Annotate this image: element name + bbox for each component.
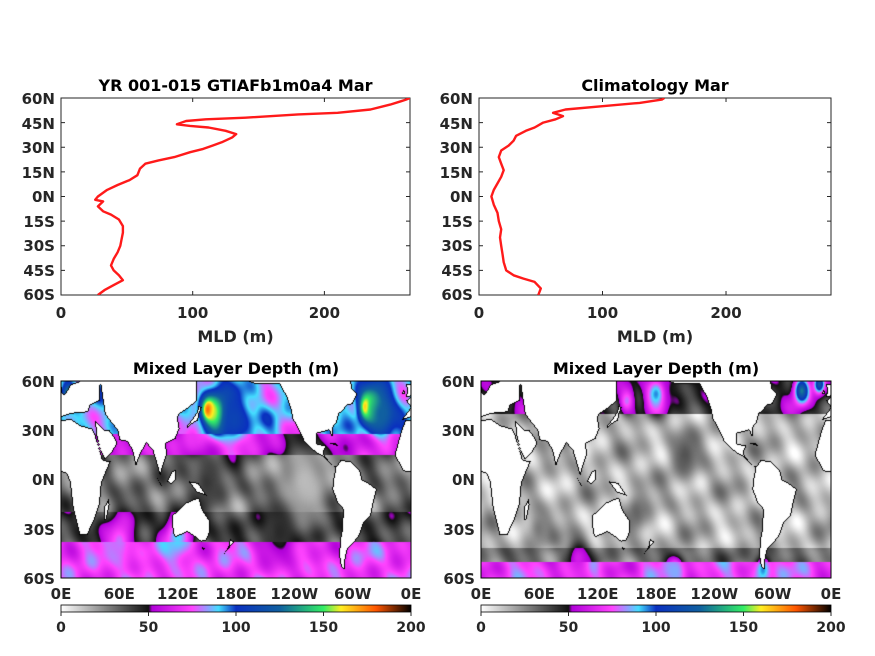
ytick-label: 60N xyxy=(22,90,55,108)
colorbar-model-labels: 0 50 100 150 200 xyxy=(56,620,426,636)
ytick-label: 60S xyxy=(23,286,55,304)
xtick-label: 120E xyxy=(577,585,619,603)
ytick-label: 60N xyxy=(440,90,473,108)
xtick-label: 0 xyxy=(56,304,66,322)
profile-clim-xtick-labels: 0 100 200 xyxy=(474,304,742,322)
map-clim-xtick-labels: 0E 60E 120E 180E 120W 60W 0E xyxy=(471,585,842,603)
map-panel-model: Mixed Layer Depth (m) 60N 30N 0N 30S 60S… xyxy=(22,359,426,636)
xtick-label: 200 xyxy=(710,304,741,322)
xtick-label: 60E xyxy=(524,585,555,603)
xtick-label: 100 xyxy=(587,304,618,322)
profile-clim-ytick-labels: 60N 45N 30N 15N 0N 15S 30S 45S 60S xyxy=(440,90,473,304)
ytick-label: 30S xyxy=(443,521,475,539)
profile-clim-title: Climatology Mar xyxy=(581,76,728,95)
colorbar-model xyxy=(60,604,412,613)
colorbar-tick-label: 0 xyxy=(56,620,66,636)
ytick-label: 45N xyxy=(22,115,55,133)
map-model-frame xyxy=(60,380,412,579)
colorbar-tick-label: 200 xyxy=(396,620,425,636)
ytick-label: 60S xyxy=(443,570,475,588)
map-model-title: Mixed Layer Depth (m) xyxy=(133,359,339,378)
ytick-label: 30S xyxy=(441,237,473,255)
ytick-label: 30S xyxy=(23,237,55,255)
profile-clim-axes-box xyxy=(478,97,832,296)
ytick-label: 30N xyxy=(440,139,473,157)
ytick-label: 60S xyxy=(23,570,55,588)
mld-profile-line xyxy=(94,98,410,295)
ytick-label: 30N xyxy=(22,422,55,440)
profile-clim-series xyxy=(490,98,665,295)
mld-profile-line xyxy=(490,98,665,295)
colorbar-tick-label: 100 xyxy=(221,620,250,636)
ytick-label: 30N xyxy=(442,422,475,440)
colorbar-tick-label: 50 xyxy=(559,620,579,636)
ytick-label: 15S xyxy=(23,213,55,231)
ytick-label: 15S xyxy=(441,213,473,231)
ytick-label: 30N xyxy=(22,139,55,157)
colorbar-tick-label: 100 xyxy=(641,620,670,636)
profile-model-xlabel: MLD (m) xyxy=(197,327,273,346)
profile-model-series xyxy=(94,98,410,295)
ytick-label: 60N xyxy=(22,373,55,391)
xtick-label: 180E xyxy=(215,585,257,603)
map-clim-ytick-labels: 60N 30N 0N 30S 60S xyxy=(442,373,475,588)
map-model-field xyxy=(61,381,411,578)
ytick-label: 45S xyxy=(441,262,473,280)
map-clim-field xyxy=(481,381,831,578)
map-panel-climatology: Mixed Layer Depth (m) 60N 30N 0N 30S 60S… xyxy=(442,359,846,636)
profile-model-tick-marks xyxy=(60,97,410,296)
colorbar-tick-label: 200 xyxy=(816,620,845,636)
colorbar-clim xyxy=(480,604,832,613)
profile-panel-model: YR 001-015 GTIAFb1m0a4 Mar 60N 45N 30N 1… xyxy=(22,76,411,346)
xtick-label: 60W xyxy=(334,585,372,603)
colorbar-tick-label: 0 xyxy=(476,620,486,636)
xtick-label: 120W xyxy=(690,585,738,603)
ytick-label: 0N xyxy=(450,188,473,206)
ytick-label: 60N xyxy=(442,373,475,391)
ytick-label: 30S xyxy=(23,521,55,539)
profile-model-axes-box xyxy=(60,97,411,296)
xtick-label: 180E xyxy=(635,585,677,603)
profile-model-ytick-labels: 60N 45N 30N 15N 0N 15S 30S 45S 60S xyxy=(22,90,55,304)
xtick-label: 0E xyxy=(401,585,422,603)
colorbar-tick-label: 150 xyxy=(309,620,338,636)
xtick-label: 60E xyxy=(104,585,135,603)
profile-panel-climatology: Climatology Mar 60N 45N 30N 15N 0N 15S 3… xyxy=(440,76,832,346)
ytick-label: 15N xyxy=(440,164,473,182)
xtick-label: 60W xyxy=(754,585,792,603)
colorbar-clim-labels: 0 50 100 150 200 xyxy=(476,620,846,636)
ytick-label: 0N xyxy=(32,471,55,489)
map-model-ytick-labels: 60N 30N 0N 30S 60S xyxy=(22,373,55,588)
colorbar-tick-label: 50 xyxy=(139,620,159,636)
xtick-label: 120E xyxy=(157,585,199,603)
profile-model-title: YR 001-015 GTIAFb1m0a4 Mar xyxy=(97,76,372,95)
ytick-label: 0N xyxy=(32,188,55,206)
ytick-label: 0N xyxy=(452,471,475,489)
xtick-label: 100 xyxy=(177,304,208,322)
colorbar-tick-label: 150 xyxy=(729,620,758,636)
xtick-label: 120W xyxy=(270,585,318,603)
profile-model-xtick-labels: 0 100 200 xyxy=(56,304,340,322)
xtick-label: 0E xyxy=(51,585,72,603)
xtick-label: 0E xyxy=(821,585,842,603)
ytick-label: 60S xyxy=(441,286,473,304)
profile-clim-tick-marks xyxy=(478,97,831,296)
xtick-label: 0 xyxy=(474,304,484,322)
ytick-label: 15N xyxy=(22,164,55,182)
colorbar-model-ticks xyxy=(60,612,412,616)
profile-clim-xlabel: MLD (m) xyxy=(617,327,693,346)
xtick-label: 0E xyxy=(471,585,492,603)
map-model-xtick-labels: 0E 60E 120E 180E 120W 60W 0E xyxy=(51,585,422,603)
xtick-label: 200 xyxy=(309,304,340,322)
ytick-label: 45S xyxy=(23,262,55,280)
colorbar-clim-ticks xyxy=(480,612,832,616)
ytick-label: 45N xyxy=(440,115,473,133)
map-clim-frame xyxy=(480,380,832,579)
map-clim-title: Mixed Layer Depth (m) xyxy=(553,359,759,378)
